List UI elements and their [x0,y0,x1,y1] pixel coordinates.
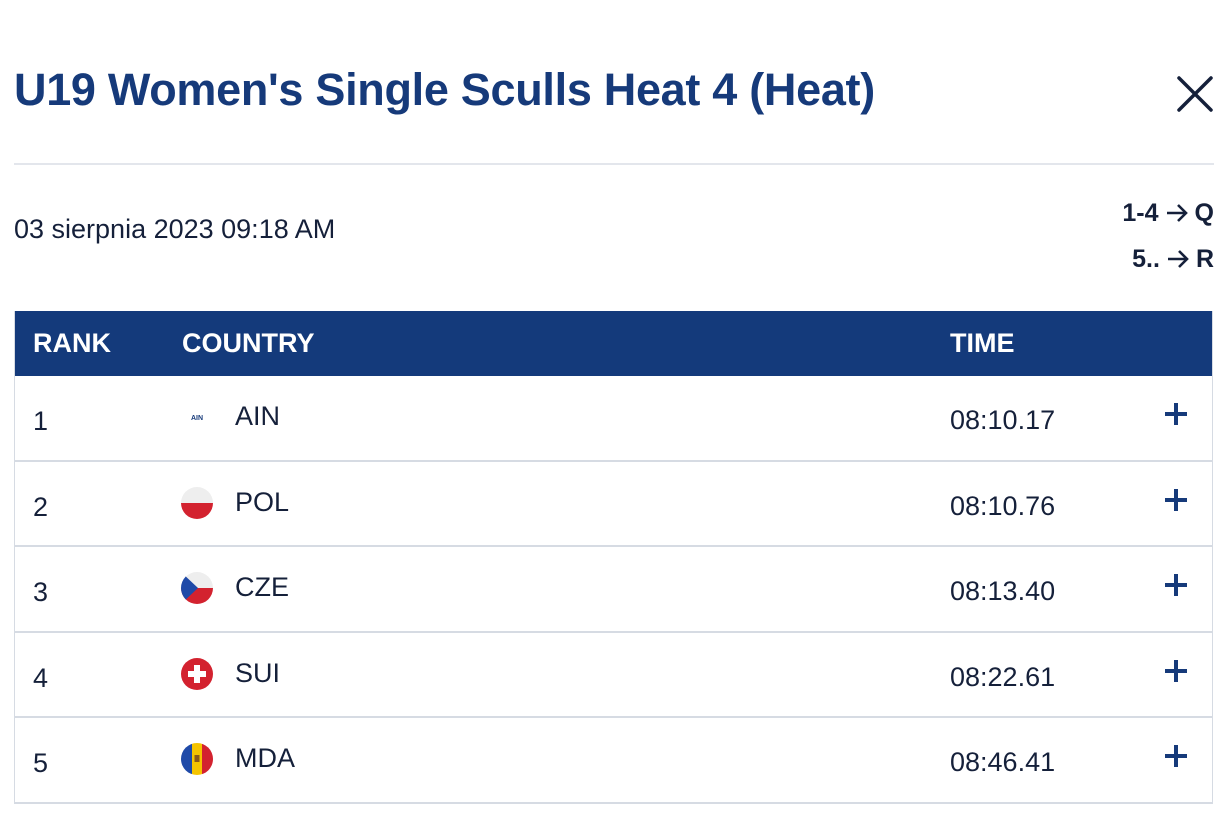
plus-icon[interactable] [1165,488,1187,511]
progression-target: Q [1194,199,1214,227]
table-row[interactable]: 1 AIN AIN 08:10.17 [15,376,1212,462]
moldova-flag-icon [181,743,213,776]
switzerland-flag-icon [181,657,213,690]
progression-target: R [1195,245,1214,273]
column-header-country: COUNTRY [182,328,315,358]
rank-cell: 2 [33,491,49,522]
rank-cell: 3 [33,577,49,608]
rank-cell: 4 [33,662,49,693]
header-divider [14,163,1214,165]
page-title: U19 Women's Single Sculls Heat 4 (Heat) [14,64,875,115]
ain-flag-text: AIN [191,415,203,422]
progression-rule: 5.. R [1122,236,1214,282]
progression-rule: 1-4 Q [1122,190,1214,236]
country-code: POL [235,486,290,517]
column-header-time: TIME [950,328,1015,358]
table-row[interactable]: 5 MDA 08:46.41 [15,718,1212,804]
plus-icon[interactable] [1165,659,1187,682]
czech-flag-icon [181,572,213,605]
country-code: AIN [235,401,281,431]
plus-icon[interactable] [1165,574,1187,597]
progression-rules: 1-4 Q 5.. R [1122,190,1214,282]
arrow-right-icon [1166,204,1188,222]
column-header-rank: RANK [33,328,111,358]
table-header: RANK COUNTRY TIME [15,311,1212,376]
race-datetime: 03 sierpnia 2023 09:18 AM [14,214,336,244]
time-cell: 08:46.41 [950,747,1056,778]
country-code: SUI [235,657,281,688]
progression-range: 1-4 [1122,199,1159,227]
table-row[interactable]: 2 POL 08:10.76 [15,462,1212,548]
table-row[interactable]: 3 CZE 08:13.40 [15,547,1212,633]
ain-flag-icon: AIN [181,401,213,433]
rank-cell: 1 [33,406,49,436]
country-code: CZE [235,572,289,603]
time-cell: 08:22.61 [950,661,1056,692]
country-code: MDA [235,743,295,774]
time-cell: 08:13.40 [950,576,1056,607]
table-row[interactable]: 4 SUI 08:22.61 [15,633,1212,719]
time-cell: 08:10.76 [950,490,1056,521]
poland-flag-icon [181,486,213,519]
time-cell: 08:10.17 [950,405,1056,435]
arrow-right-icon [1167,250,1189,268]
plus-icon[interactable] [1165,745,1187,768]
rank-cell: 5 [33,748,49,779]
progression-range: 5.. [1132,245,1160,273]
results-table: RANK COUNTRY TIME 1 AIN AIN 08:10.17 2 P… [14,311,1213,804]
close-icon[interactable] [1176,75,1214,113]
plus-icon[interactable] [1165,403,1187,425]
